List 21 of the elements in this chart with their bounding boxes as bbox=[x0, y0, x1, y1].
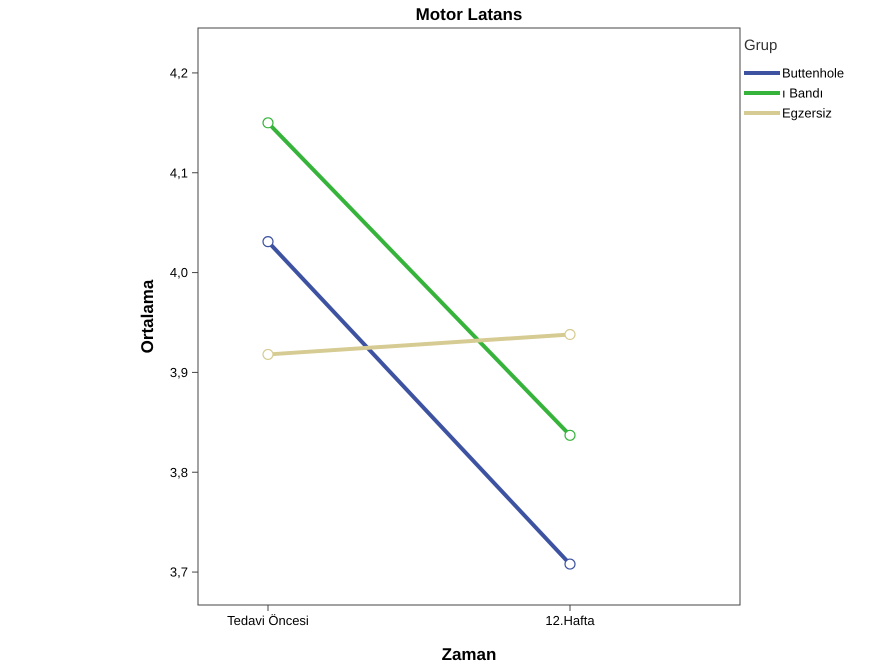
y-tick-label: 4,2 bbox=[170, 65, 188, 80]
chart-title: Motor Latans bbox=[416, 4, 522, 24]
legend-title: Grup bbox=[744, 37, 778, 54]
legend-label: Egzersiz bbox=[782, 106, 832, 121]
point bbox=[262, 117, 274, 128]
y-tick-label: 4,0 bbox=[170, 265, 188, 280]
point bbox=[262, 348, 274, 360]
legend-label: ı Bandı bbox=[782, 86, 824, 101]
y-tick-label: 3,8 bbox=[170, 464, 188, 480]
legend-label: Buttenhole bbox=[782, 66, 844, 81]
point bbox=[262, 236, 274, 248]
point bbox=[564, 328, 576, 340]
x-tick-label: 12.Hafta bbox=[545, 613, 596, 628]
y-tick-label: 3,7 bbox=[170, 564, 188, 580]
y-tick-label: 3,9 bbox=[170, 364, 188, 380]
x-axis-title: Zaman bbox=[442, 645, 496, 664]
x-tick-label: Tedavi Öncesi bbox=[227, 613, 309, 628]
y-axis-title: Ortalama bbox=[138, 279, 157, 354]
y-tick-label: 4,1 bbox=[170, 165, 188, 180]
point bbox=[564, 430, 576, 441]
point bbox=[564, 558, 576, 570]
